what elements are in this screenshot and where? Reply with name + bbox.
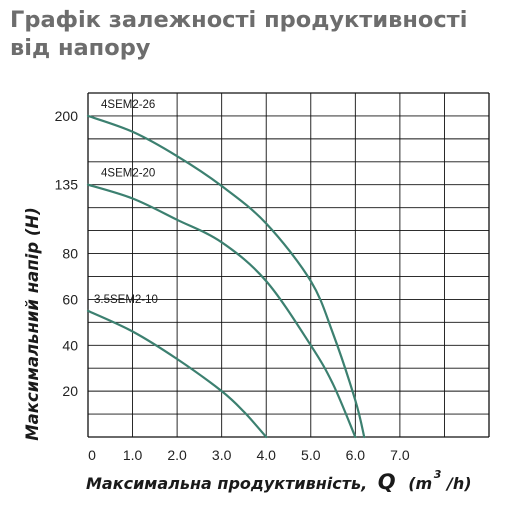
series-curve-3 [86,309,268,439]
series-curve-2 [86,183,357,439]
x-tick-label: 6.0 [346,447,366,463]
chart-title: Графік залежності продуктивності від нап… [10,7,468,61]
x-tick-label: 2.0 [167,447,187,463]
x-tick-label: 7.0 [390,447,410,463]
series-label-1: 4SEM2-26 [101,99,155,111]
y-tick-label: 80 [62,246,78,262]
x-axis-title-text: Максимальна продуктивність, [86,474,367,493]
x-tick-label: 4.0 [256,447,276,463]
y-tick-label: 60 [62,291,78,307]
series-label-3: 3.5SEM2-10 [94,294,158,306]
series-labels: 4SEM2-26 4SEM2-20 3.5SEM2-10 [94,99,158,306]
series-label-2: 4SEM2-20 [101,168,155,180]
x-tick-label: 5.0 [301,447,321,463]
x-axis-unit-close: /h) [445,474,472,493]
series-curve-1 [86,114,366,439]
x-axis-symbol: Q [378,470,396,494]
performance-curves [86,114,366,439]
y-tick-label: 135 [55,177,79,193]
x-tick-label: 1.0 [123,447,143,463]
tick-labels: 0 1.0 2.0 3.0 4.0 5.0 6.0 7.0 20 40 60 80 135 200 [55,108,410,463]
x-tick-label: 0 [88,447,96,463]
y-tick-label: 20 [62,383,78,399]
x-axis-unit-open: (m [408,474,432,493]
x-tick-label: 3.0 [212,447,232,463]
x-axis-unit-exponent: 3 [434,468,442,481]
x-axis-title: Максимальна продуктивність, Q (m 3 /h) [86,463,472,494]
y-tick-label: 40 [62,337,78,353]
y-tick-label: 200 [55,108,79,124]
y-axis-title: Максимальний напір (Н) [23,207,42,441]
chart-grid [87,92,490,438]
